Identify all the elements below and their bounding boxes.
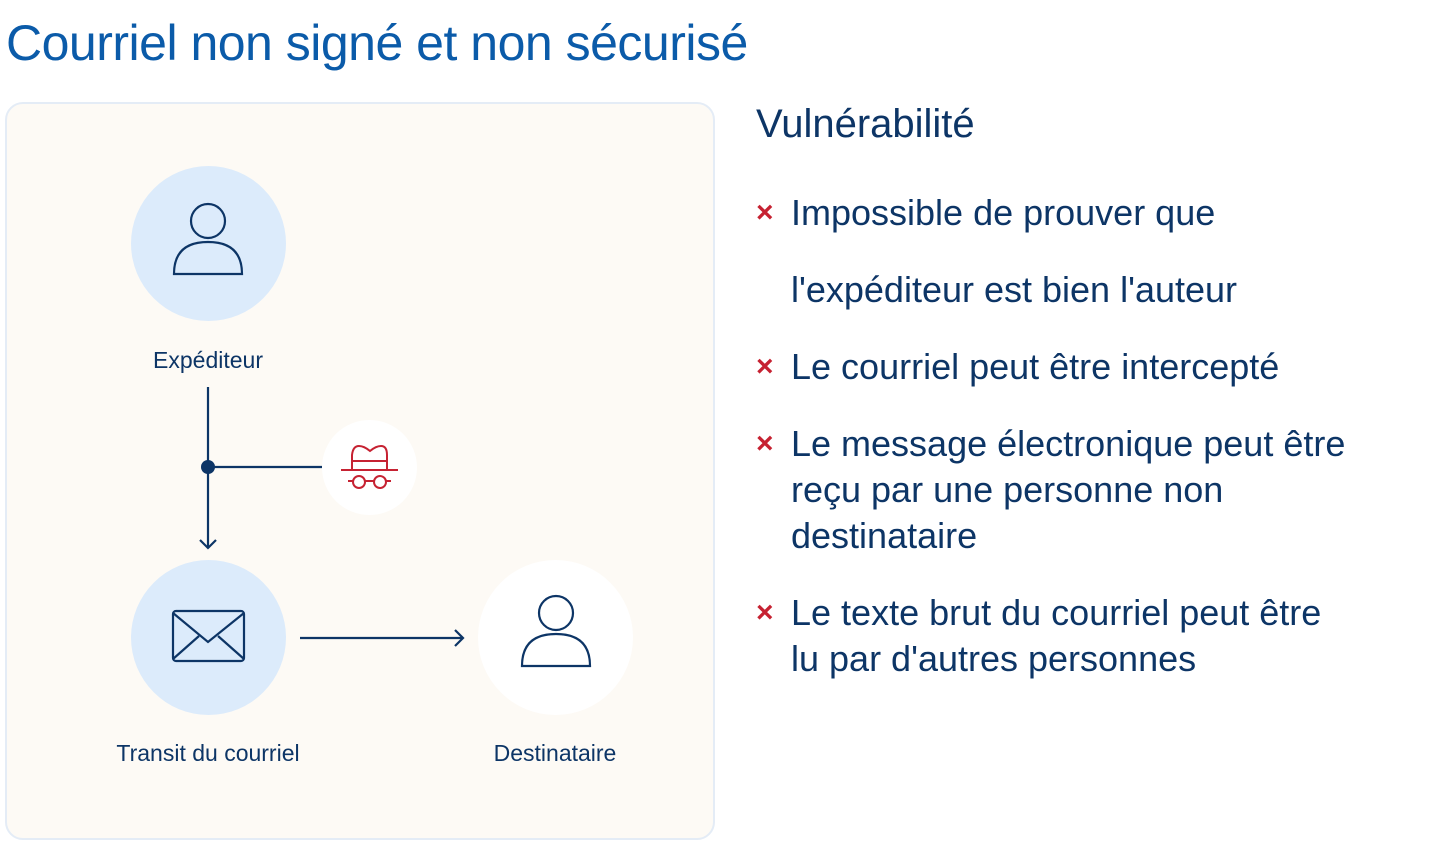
recipient-node <box>478 560 633 715</box>
sender-person-icon <box>172 202 244 276</box>
spy-icon <box>341 444 398 489</box>
vulnerability-text: l'expéditeur est bien l'auteur <box>791 269 1238 310</box>
recipient-person-icon <box>520 594 592 668</box>
vulnerability-heading: Vulnérabilité <box>756 102 975 146</box>
vulnerability-text: Le message électronique peut être <box>791 423 1346 464</box>
x-mark-icon: × <box>756 596 774 629</box>
sender-label: Expéditeur <box>153 347 263 373</box>
envelope-icon <box>171 609 246 663</box>
transit-node <box>131 560 286 715</box>
x-mark-icon: × <box>756 196 774 229</box>
page-title: Courriel non signé et non sécurisé <box>6 15 748 71</box>
diagram-lines <box>171 202 592 668</box>
transit-label: Transit du courriel <box>116 740 300 766</box>
vulnerability-text: reçu par une personne non <box>791 469 1224 510</box>
recipient-label: Destinataire <box>493 740 617 766</box>
vulnerability-text: Impossible de prouver que <box>791 192 1216 233</box>
vulnerability-text: destinataire <box>791 515 978 556</box>
x-mark-icon: × <box>756 350 774 383</box>
x-mark-icon: × <box>756 427 774 460</box>
vulnerability-text: lu par d'autres personnes <box>791 638 1197 679</box>
arrow-down-icon <box>199 539 217 550</box>
sender-node <box>131 166 286 321</box>
interceptor-node <box>322 420 417 515</box>
vulnerability-text: Le texte brut du courriel peut être <box>791 592 1322 633</box>
vulnerability-text: Le courriel peut être intercepté <box>791 346 1280 387</box>
arrow-right-icon <box>454 629 465 647</box>
